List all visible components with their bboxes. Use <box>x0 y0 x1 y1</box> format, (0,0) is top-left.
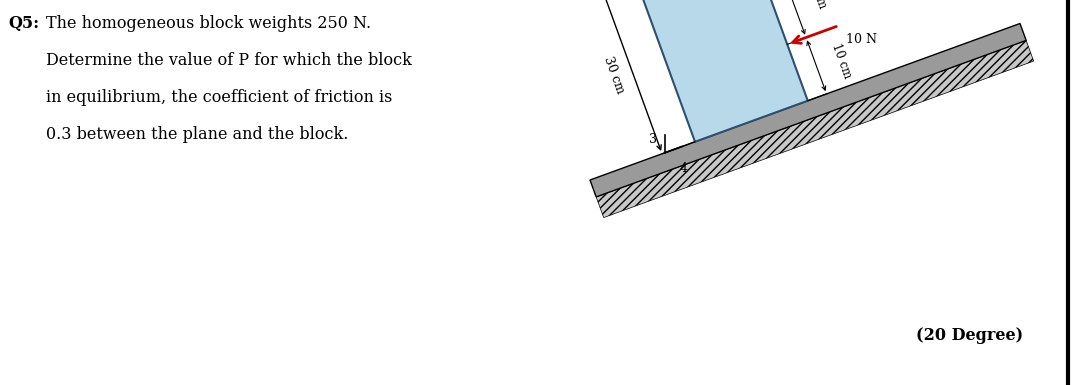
Text: 0.3 between the plane and the block.: 0.3 between the plane and the block. <box>46 126 349 143</box>
Polygon shape <box>596 40 1034 218</box>
Text: Q5:: Q5: <box>8 15 39 32</box>
Text: 3: 3 <box>649 133 657 146</box>
Text: The homogeneous block weights 250 N.: The homogeneous block weights 250 N. <box>46 15 372 32</box>
Text: 10 cm: 10 cm <box>829 42 854 80</box>
Text: 30 cm: 30 cm <box>602 55 627 96</box>
Polygon shape <box>590 23 1026 197</box>
Text: 4: 4 <box>679 162 688 175</box>
Text: 10 N: 10 N <box>847 33 877 45</box>
Text: (20 Degree): (20 Degree) <box>917 326 1024 343</box>
Text: 15 cm: 15 cm <box>804 0 828 10</box>
Polygon shape <box>634 0 808 142</box>
Text: Determine the value of P for which the block: Determine the value of P for which the b… <box>46 52 411 69</box>
Text: in equilibrium, the coefficient of friction is: in equilibrium, the coefficient of frict… <box>46 89 392 106</box>
